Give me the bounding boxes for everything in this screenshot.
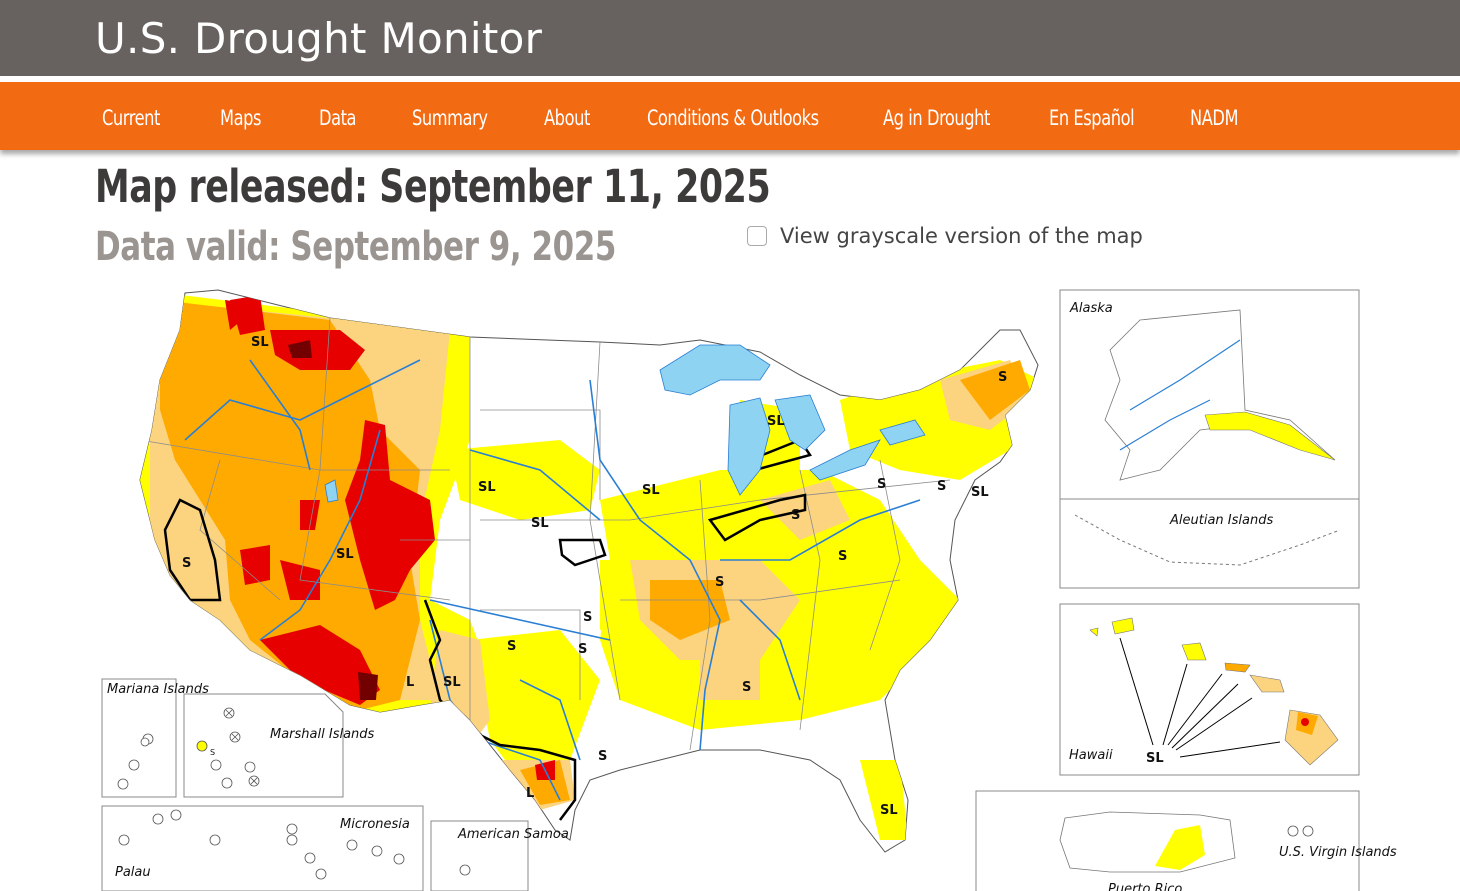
nav-current[interactable]: Current bbox=[102, 106, 160, 130]
site-header: U.S. Drought Monitor bbox=[0, 0, 1460, 76]
nav-conditions-outlooks[interactable]: Conditions & Outlooks bbox=[647, 106, 819, 130]
grayscale-toggle[interactable]: View grayscale version of the map bbox=[747, 222, 1143, 250]
impact-label: SL bbox=[531, 516, 549, 531]
impact-label: S bbox=[937, 479, 946, 494]
impact-label: S bbox=[507, 639, 516, 654]
hawaii-inset[interactable]: Hawaii SL bbox=[1059, 603, 1360, 776]
impact-label: S bbox=[838, 549, 847, 564]
puerto-rico-inset[interactable]: U.S. Virgin Islands Puerto Rico bbox=[975, 790, 1397, 891]
impact-label: S bbox=[998, 370, 1007, 385]
hawaii-label: Hawaii bbox=[1069, 748, 1113, 763]
impact-label: L bbox=[526, 786, 534, 801]
impact-label: S bbox=[742, 680, 751, 695]
alaska-inset[interactable]: Alaska bbox=[1059, 289, 1360, 500]
impact-label: SL bbox=[971, 485, 989, 500]
micronesia-inset[interactable]: Micronesia Palau bbox=[101, 805, 424, 891]
alaska-label: Alaska bbox=[1069, 301, 1113, 316]
puerto-rico-label: Puerto Rico bbox=[1108, 882, 1182, 891]
aleutian-label: Aleutian Islands bbox=[1169, 513, 1273, 528]
impact-label: SL bbox=[443, 675, 461, 690]
impact-label: S bbox=[583, 610, 592, 625]
mariana-inset[interactable]: Mariana Islands bbox=[101, 678, 209, 798]
american-samoa-inset[interactable]: American Samoa bbox=[430, 820, 569, 891]
data-valid-heading: Data valid: September 9, 2025 bbox=[95, 224, 616, 270]
mariana-label: Mariana Islands bbox=[107, 682, 209, 697]
map-released-heading: Map released: September 11, 2025 bbox=[95, 160, 771, 213]
impact-label: SL bbox=[880, 803, 898, 818]
nav-nadm[interactable]: NADM bbox=[1190, 106, 1239, 130]
impact-label: S bbox=[578, 642, 587, 657]
grayscale-checkbox[interactable] bbox=[747, 226, 767, 246]
impact-label: SL bbox=[1146, 751, 1164, 766]
impact-label: S bbox=[715, 575, 724, 590]
grayscale-label: View grayscale version of the map bbox=[780, 224, 1143, 248]
impact-label: SL bbox=[642, 483, 660, 498]
nav-maps[interactable]: Maps bbox=[220, 106, 262, 130]
nav-summary[interactable]: Summary bbox=[412, 106, 488, 130]
nav-en-espanol[interactable]: En Español bbox=[1049, 106, 1135, 130]
site-title[interactable]: U.S. Drought Monitor bbox=[95, 14, 543, 63]
main-nav: Current Maps Data Summary About Conditio… bbox=[0, 82, 1460, 150]
impact-label: S bbox=[791, 508, 800, 523]
impact-label: S bbox=[598, 749, 607, 764]
american-samoa-label: American Samoa bbox=[457, 827, 569, 842]
impact-label: S bbox=[210, 748, 215, 757]
micronesia-label: Micronesia bbox=[340, 817, 410, 832]
conus-map bbox=[139, 289, 1039, 853]
impact-label: SL bbox=[478, 480, 496, 495]
impact-label: S bbox=[182, 556, 191, 571]
nav-ag-in-drought[interactable]: Ag in Drought bbox=[883, 106, 990, 130]
marshall-inset[interactable]: Marshall Islands S bbox=[183, 693, 375, 798]
aleutian-inset[interactable]: Aleutian Islands bbox=[1059, 498, 1360, 589]
impact-label: SL bbox=[767, 414, 785, 429]
great-lakes bbox=[659, 344, 926, 496]
marshall-label: Marshall Islands bbox=[270, 727, 375, 742]
impact-label: L bbox=[406, 675, 414, 690]
palau-label: Palau bbox=[115, 865, 151, 880]
nav-about[interactable]: About bbox=[544, 106, 590, 130]
impact-label: S bbox=[877, 477, 886, 492]
impact-label: SL bbox=[336, 547, 354, 562]
usvi-label: U.S. Virgin Islands bbox=[1279, 845, 1397, 860]
impact-labels: SL SL SL SL S SL SL S S S SL S S S S S S… bbox=[182, 335, 1007, 818]
impact-label: SL bbox=[251, 335, 269, 350]
nav-data[interactable]: Data bbox=[319, 106, 357, 130]
